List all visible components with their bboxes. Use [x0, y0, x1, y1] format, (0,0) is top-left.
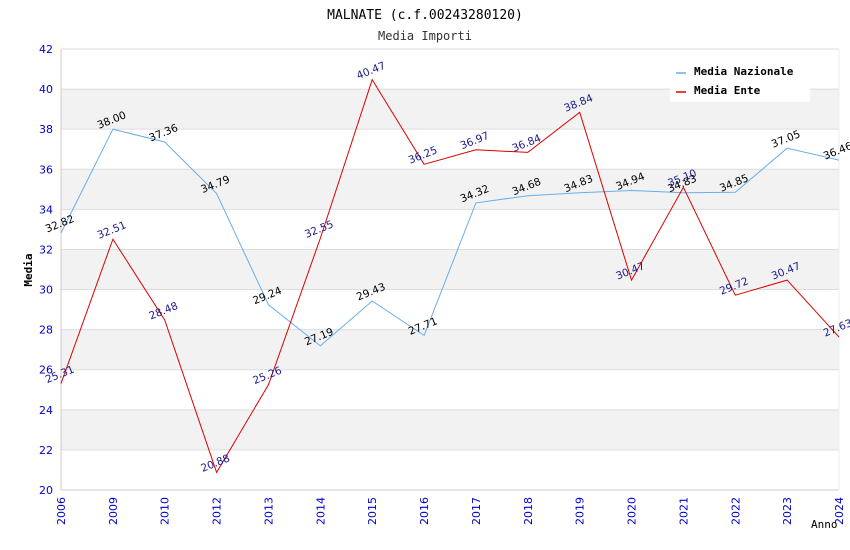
x-tick-label: 2014 — [314, 497, 327, 525]
y-tick-label: 42 — [39, 43, 53, 56]
x-tick-label: 2013 — [262, 497, 275, 525]
data-label-media-ente: 20.88 — [199, 452, 231, 474]
x-tick-label: 2010 — [159, 497, 172, 525]
x-tick-label: 2009 — [107, 497, 120, 525]
chart-title: MALNATE (c.f.00243280120) — [327, 8, 523, 23]
grid-band — [61, 169, 839, 210]
data-label-media-ente: 32.51 — [96, 219, 128, 241]
chart-subtitle: Media Importi — [378, 29, 472, 43]
legend-box — [670, 60, 810, 102]
x-tick-label: 2024 — [833, 497, 846, 525]
legend: Media Nazionale Media Ente — [670, 60, 810, 102]
y-tick-label: 24 — [39, 404, 53, 417]
y-tick-label: 38 — [39, 123, 53, 136]
x-tick-label: 2022 — [729, 497, 742, 525]
grid-band — [61, 409, 839, 450]
y-tick-label: 20 — [39, 484, 53, 497]
x-tick-label: 2018 — [522, 497, 535, 525]
y-tick-label: 34 — [39, 203, 53, 216]
y-tick-label: 32 — [39, 243, 53, 256]
x-tick-label: 2012 — [211, 497, 224, 525]
grid-band — [61, 329, 839, 370]
data-label-media-ente: 32.55 — [303, 218, 335, 240]
x-tick-label: 2017 — [470, 497, 483, 525]
y-axis-label: Media — [22, 253, 35, 286]
x-tick-label: 2023 — [781, 497, 794, 525]
x-tick-label: 2006 — [55, 497, 68, 525]
legend-label-media-nazionale: Media Nazionale — [694, 65, 794, 78]
data-label-media-ente: 36.97 — [459, 130, 491, 152]
x-tick-label: 2016 — [418, 497, 431, 525]
legend-label-media-ente: Media Ente — [694, 84, 761, 97]
data-label-media-ente: 36.84 — [510, 132, 543, 155]
series-line-media-ente — [60, 78, 840, 474]
y-tick-label: 40 — [39, 83, 53, 96]
y-tick-label: 22 — [39, 444, 53, 457]
x-tick-label: 2020 — [626, 497, 639, 525]
data-label-media-nazionale: 32.82 — [44, 213, 76, 235]
data-label-media-ente: 40.47 — [355, 60, 387, 82]
data-label-media-nazionale: 37.05 — [770, 128, 802, 150]
x-axis-label: Anno — [811, 518, 838, 531]
x-tick-label: 2021 — [677, 497, 690, 525]
y-tick-label: 26 — [39, 364, 53, 377]
y-tick-label: 28 — [39, 324, 53, 337]
y-tick-label: 30 — [39, 284, 53, 297]
series-line-media-nazionale — [60, 128, 840, 347]
x-tick-label: 2015 — [366, 497, 379, 525]
x-tick-label: 2019 — [574, 497, 587, 525]
y-tick-label: 36 — [39, 163, 53, 176]
